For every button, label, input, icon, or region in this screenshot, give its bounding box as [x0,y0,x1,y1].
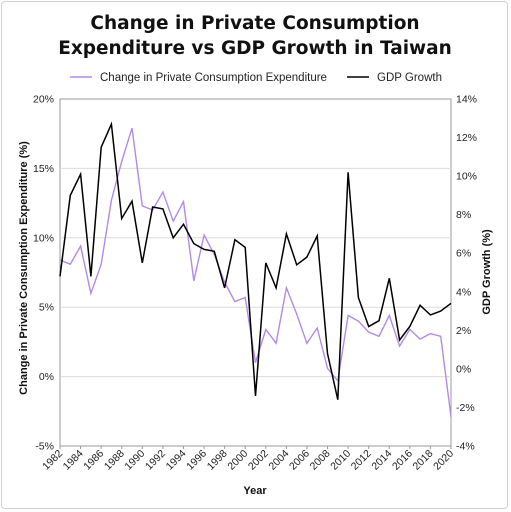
x-tick-label: 2006 [287,448,312,473]
x-tick-label: 1994 [164,448,189,473]
x-tick-label: 2020 [431,448,456,473]
left-tick-label: 20% [33,94,54,106]
x-tick-label: 2000 [225,448,250,473]
left-axis-title: Change in Private Consumption Expenditur… [18,141,30,395]
right-axis-ticks: -4% -2% 0% 2% 4% 6% 8% 10% 12% 14% [456,94,477,453]
x-tick-label: 2014 [369,448,394,473]
left-tick-label: 15% [33,163,54,175]
right-tick-label: 4% [456,286,471,298]
series-line-consumption [59,127,452,417]
right-tick-label: 8% [456,209,471,221]
chart-title-line-1: Change in Private Consumption [90,13,419,34]
gridlines [60,167,451,378]
right-tick-label: 2% [456,325,471,337]
x-tick-label: 1984 [61,448,86,473]
x-tick-label: 1992 [143,448,168,473]
x-axis-title: Year [243,485,267,497]
right-tick-label: 12% [456,132,477,144]
left-tick-label: 10% [33,232,54,244]
x-tick-label: 1990 [122,448,147,473]
x-tick-label: 1986 [81,448,106,473]
x-tick-label: 2016 [390,448,415,473]
right-tick-label: -4% [456,441,475,453]
series-line-gdp [59,121,452,400]
left-tick-label: 0% [39,371,54,383]
legend: Change in Private Consumption Expenditur… [70,72,442,84]
left-tick-label: 5% [39,302,54,314]
right-axis-title: GDP Growth (%) [481,229,493,315]
x-tick-label: 2008 [308,448,333,473]
right-tick-label: -2% [456,402,475,414]
right-tick-label: 6% [456,248,471,260]
right-tick-label: 10% [456,171,477,183]
legend-label-consumption: Change in Private Consumption Expenditur… [100,72,327,84]
legend-label-gdp: GDP Growth [377,72,442,84]
x-tick-label: 1996 [184,448,209,473]
x-tick-label: 2012 [349,448,374,473]
left-tick-label: -5% [35,441,54,453]
right-tick-label: 0% [456,363,471,375]
right-tick-label: 14% [456,94,477,106]
x-tick-label: 2010 [328,448,353,473]
left-axis-ticks: -5% 0% 5% 10% 15% 20% [33,94,54,453]
chart-title-line-2: Expenditure vs GDP Growth in Taiwan [58,38,452,59]
x-tick-label: 2004 [266,448,291,473]
series-lines [59,121,452,417]
x-tick-label: 2018 [411,448,436,473]
x-tick-label: 1988 [102,448,127,473]
x-tick-label: 2002 [246,448,271,473]
x-tick-label: 1998 [205,448,230,473]
x-axis-ticks: 1982198419861988199019921994199619982000… [40,446,456,473]
